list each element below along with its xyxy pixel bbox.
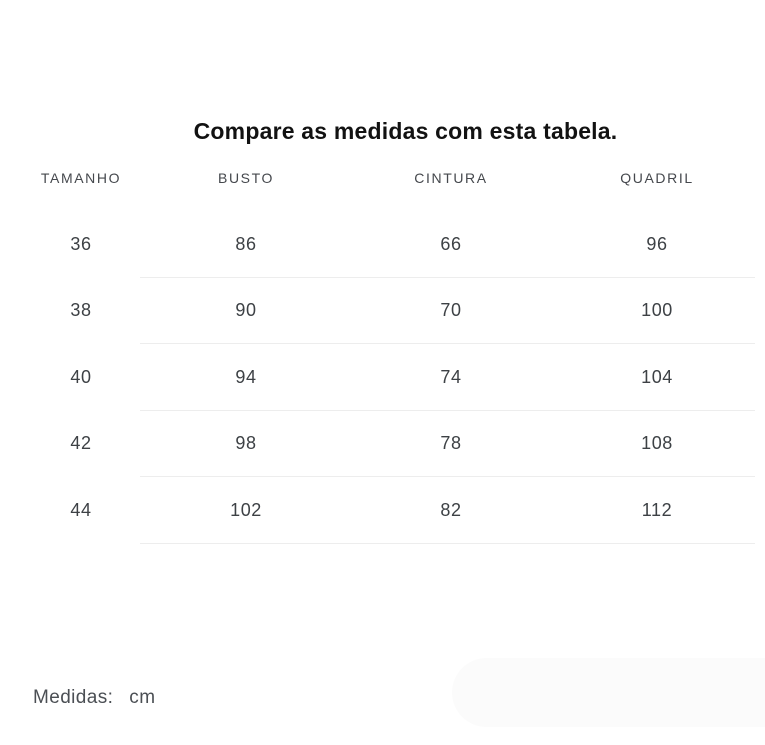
column-header-cintura: CINTURA xyxy=(414,170,488,186)
table-row: 42 98 78 108 xyxy=(0,411,765,478)
size-cell: 38 xyxy=(70,300,92,321)
bust-cell: 102 xyxy=(230,499,262,520)
hip-cell: 108 xyxy=(641,433,673,454)
bust-cell: 94 xyxy=(235,366,257,387)
bust-cell: 90 xyxy=(235,300,257,321)
size-cell: 40 xyxy=(70,366,92,387)
table-row: 38 90 70 100 xyxy=(0,278,765,345)
table-header-row: TAMANHO BUSTO CINTURA QUADRIL xyxy=(0,145,765,211)
waist-cell: 74 xyxy=(440,366,462,387)
hip-cell: 96 xyxy=(646,233,668,254)
measure-label: Medidas: xyxy=(33,687,114,708)
measure-unit-note: Medidas: cm xyxy=(33,687,155,709)
column-header-quadril: QUADRIL xyxy=(620,170,694,186)
waist-cell: 66 xyxy=(440,233,462,254)
waist-cell: 82 xyxy=(440,499,462,520)
size-cell: 44 xyxy=(70,499,92,520)
table-row: 40 94 74 104 xyxy=(0,344,765,411)
table-row: 36 86 66 96 xyxy=(0,211,765,278)
column-header-busto: BUSTO xyxy=(218,170,274,186)
size-cell: 36 xyxy=(70,233,92,254)
bust-cell: 98 xyxy=(235,433,257,454)
size-cell: 42 xyxy=(70,433,92,454)
measure-unit-value: cm xyxy=(129,687,156,708)
hip-cell: 112 xyxy=(641,499,673,520)
page-title: Compare as medidas com esta tabela. xyxy=(193,118,618,144)
waist-cell: 78 xyxy=(440,433,462,454)
size-table: TAMANHO BUSTO CINTURA QUADRIL 36 86 66 9… xyxy=(0,145,765,544)
table-row: 44 102 82 112 xyxy=(0,477,765,544)
bust-cell: 86 xyxy=(235,233,257,254)
waist-cell: 70 xyxy=(440,300,462,321)
hip-cell: 104 xyxy=(641,366,673,387)
hip-cell: 100 xyxy=(641,300,673,321)
column-header-tamanho: TAMANHO xyxy=(40,170,122,186)
background-pill-shape xyxy=(452,658,765,727)
